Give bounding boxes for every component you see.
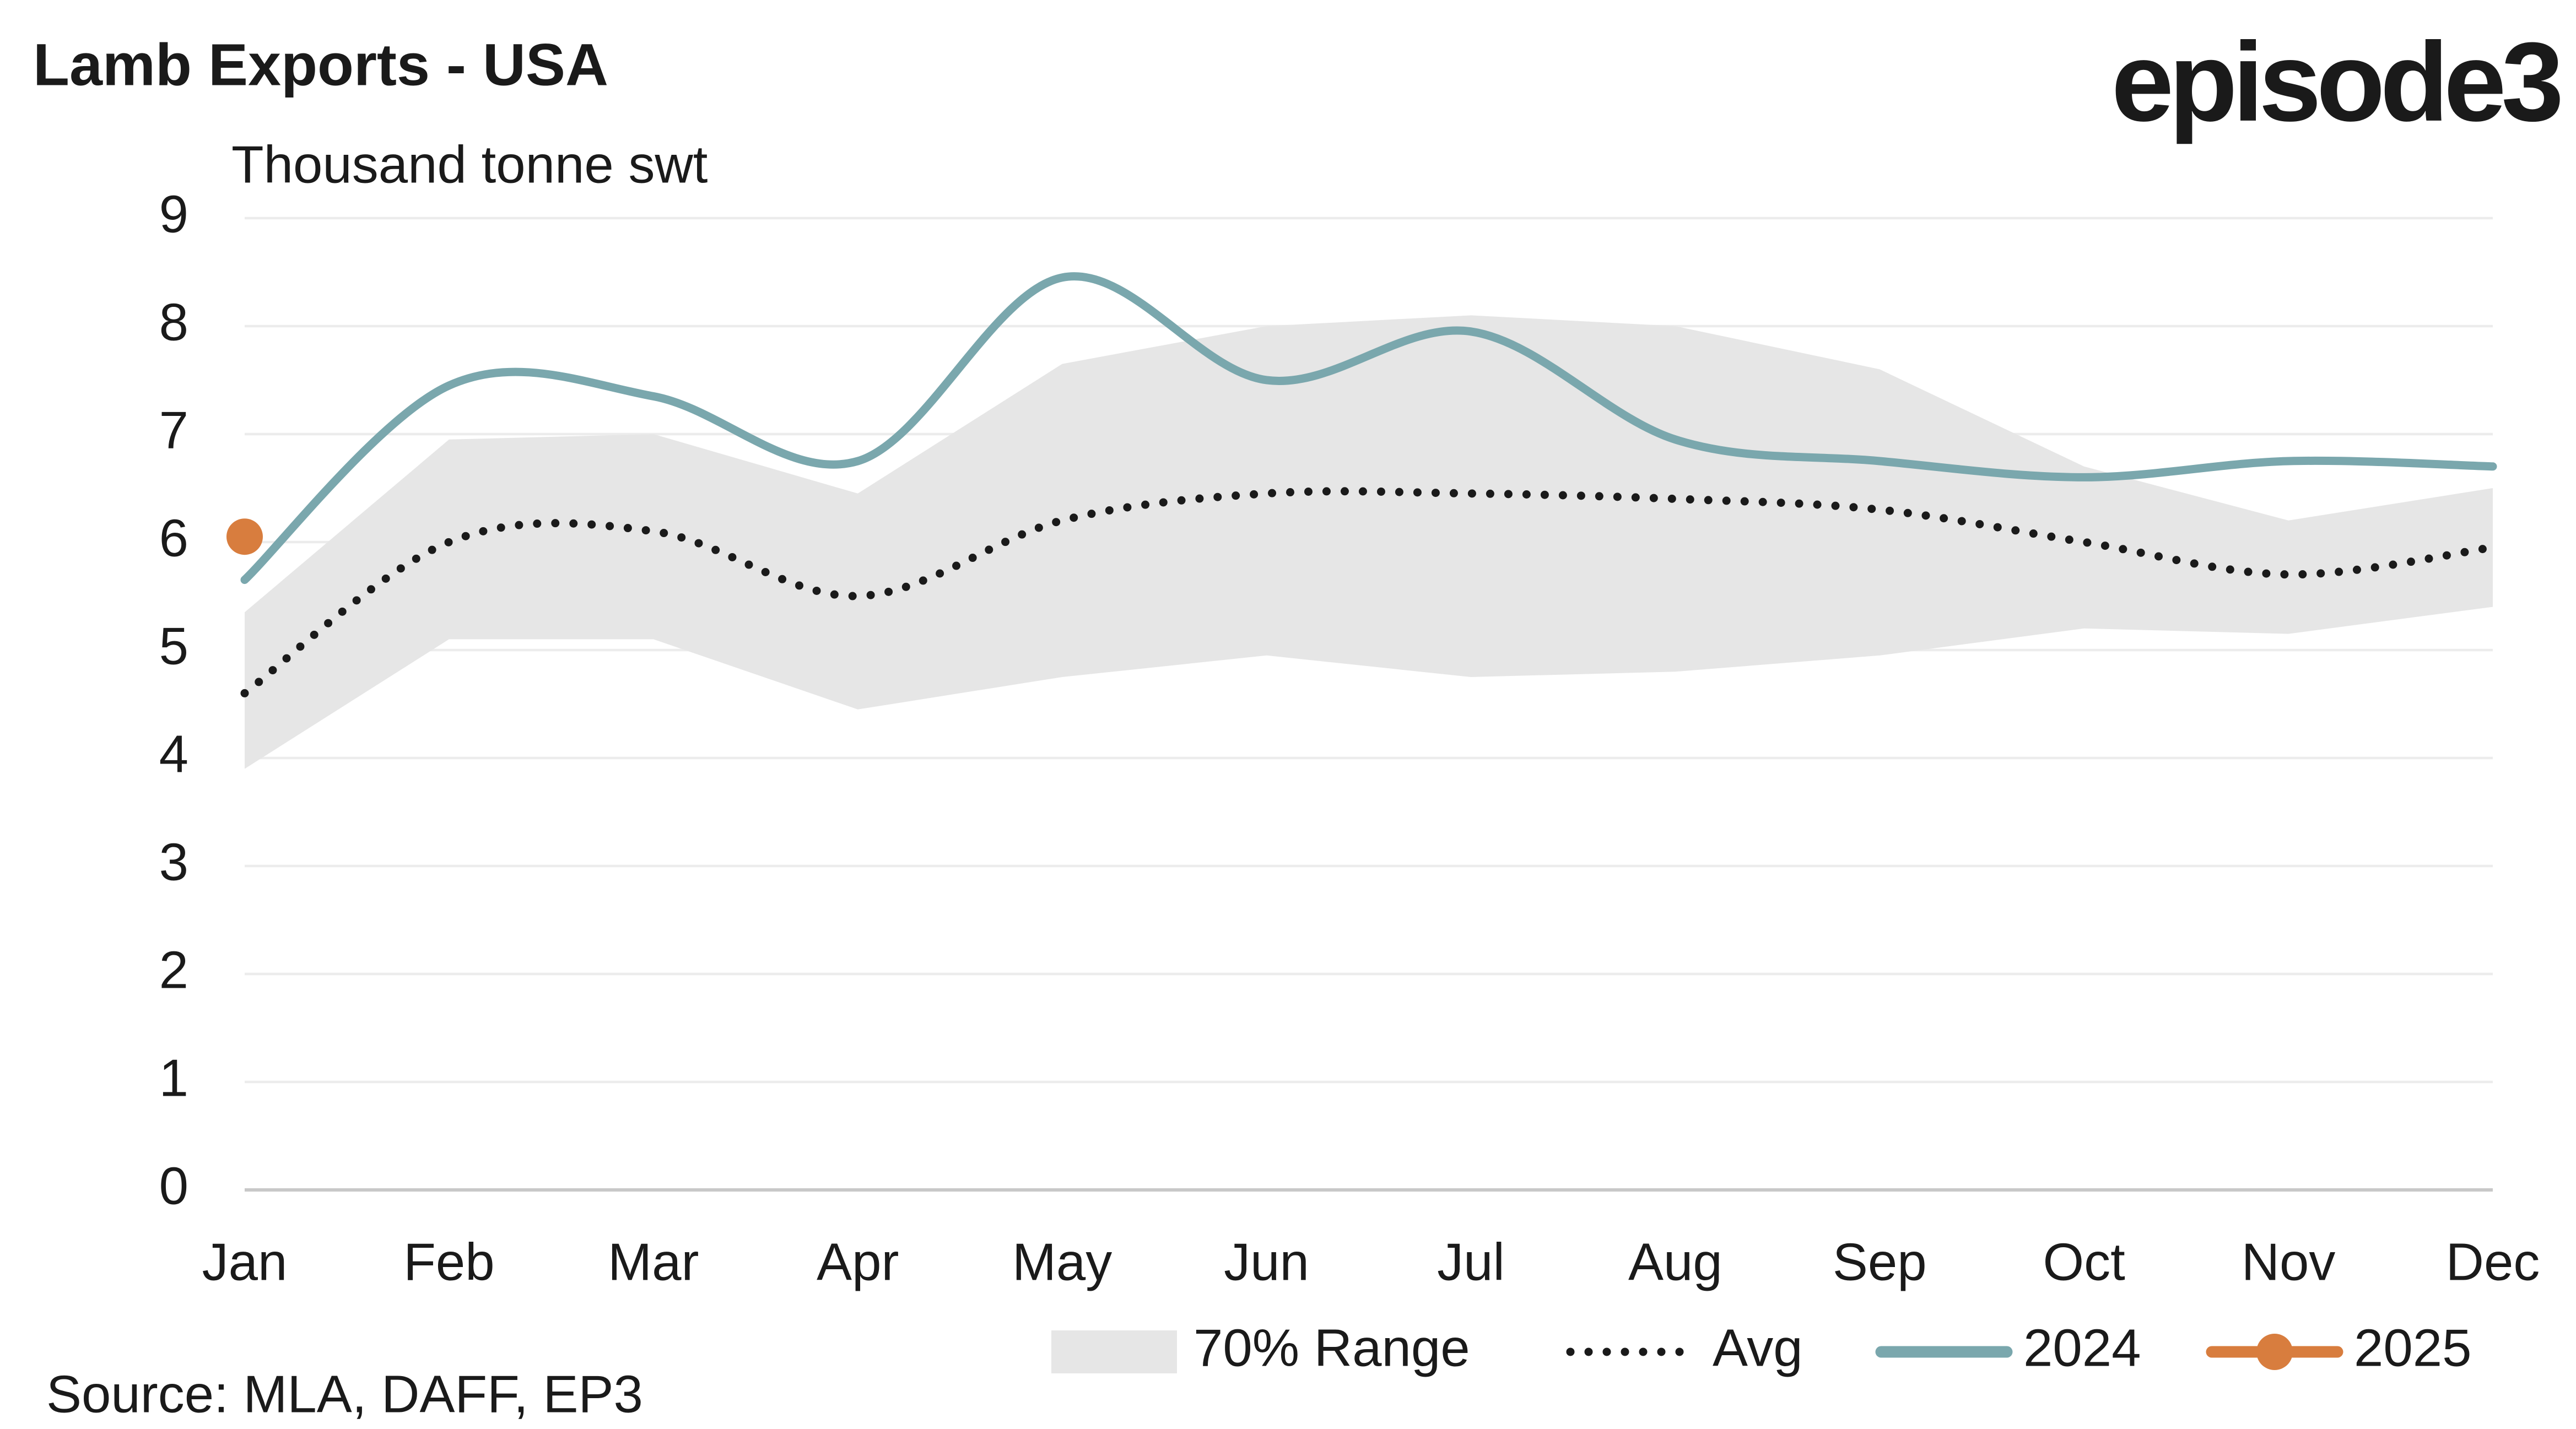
x-tick-label: Sep [1833, 1232, 1927, 1291]
x-tick-label: Apr [817, 1232, 899, 1291]
x-tick-label: Nov [2242, 1232, 2336, 1291]
y-axis-label: Thousand tonne swt [231, 135, 708, 194]
point [226, 518, 263, 555]
x-tick-label: Feb [403, 1232, 494, 1291]
legend-label: 2024 [2023, 1318, 2141, 1377]
y-tick-label: 1 [159, 1048, 188, 1107]
x-tick-label: Aug [1628, 1232, 1722, 1291]
line [240, 272, 2497, 584]
x-tick-label: Jan [202, 1232, 288, 1291]
y-tick-label: 9 [159, 185, 188, 243]
x-tick-label: May [1012, 1232, 1112, 1291]
legend-label: Avg [1713, 1318, 1803, 1377]
legend-marker [2256, 1333, 2293, 1370]
legend-swatch [1051, 1330, 1178, 1373]
x-tick-label: Jul [1437, 1232, 1505, 1291]
y-tick-label: 4 [159, 724, 188, 783]
y-tick-label: 0 [159, 1156, 188, 1215]
y-tick-label: 8 [159, 293, 188, 351]
y-tick-label: 5 [159, 616, 188, 675]
chart-title: Lamb Exports - USA [33, 31, 608, 98]
line [240, 487, 2497, 697]
legend-label: 2025 [2354, 1318, 2472, 1377]
y-tick-label: 2 [159, 940, 188, 999]
y-tick-label: 3 [159, 832, 188, 891]
x-tick-label: Dec [2446, 1232, 2540, 1291]
logo: episode3 [2111, 19, 2561, 145]
source: Source: MLA, DAFF, EP3 [46, 1365, 643, 1423]
y-tick-label: 7 [159, 400, 188, 459]
range-band [245, 315, 2493, 769]
x-tick-label: Jun [1224, 1232, 1309, 1291]
x-tick-label: Mar [608, 1232, 699, 1291]
legend-label: 70% Range [1194, 1318, 1470, 1377]
y-tick-label: 6 [159, 508, 188, 567]
x-tick-label: Oct [2043, 1232, 2125, 1291]
